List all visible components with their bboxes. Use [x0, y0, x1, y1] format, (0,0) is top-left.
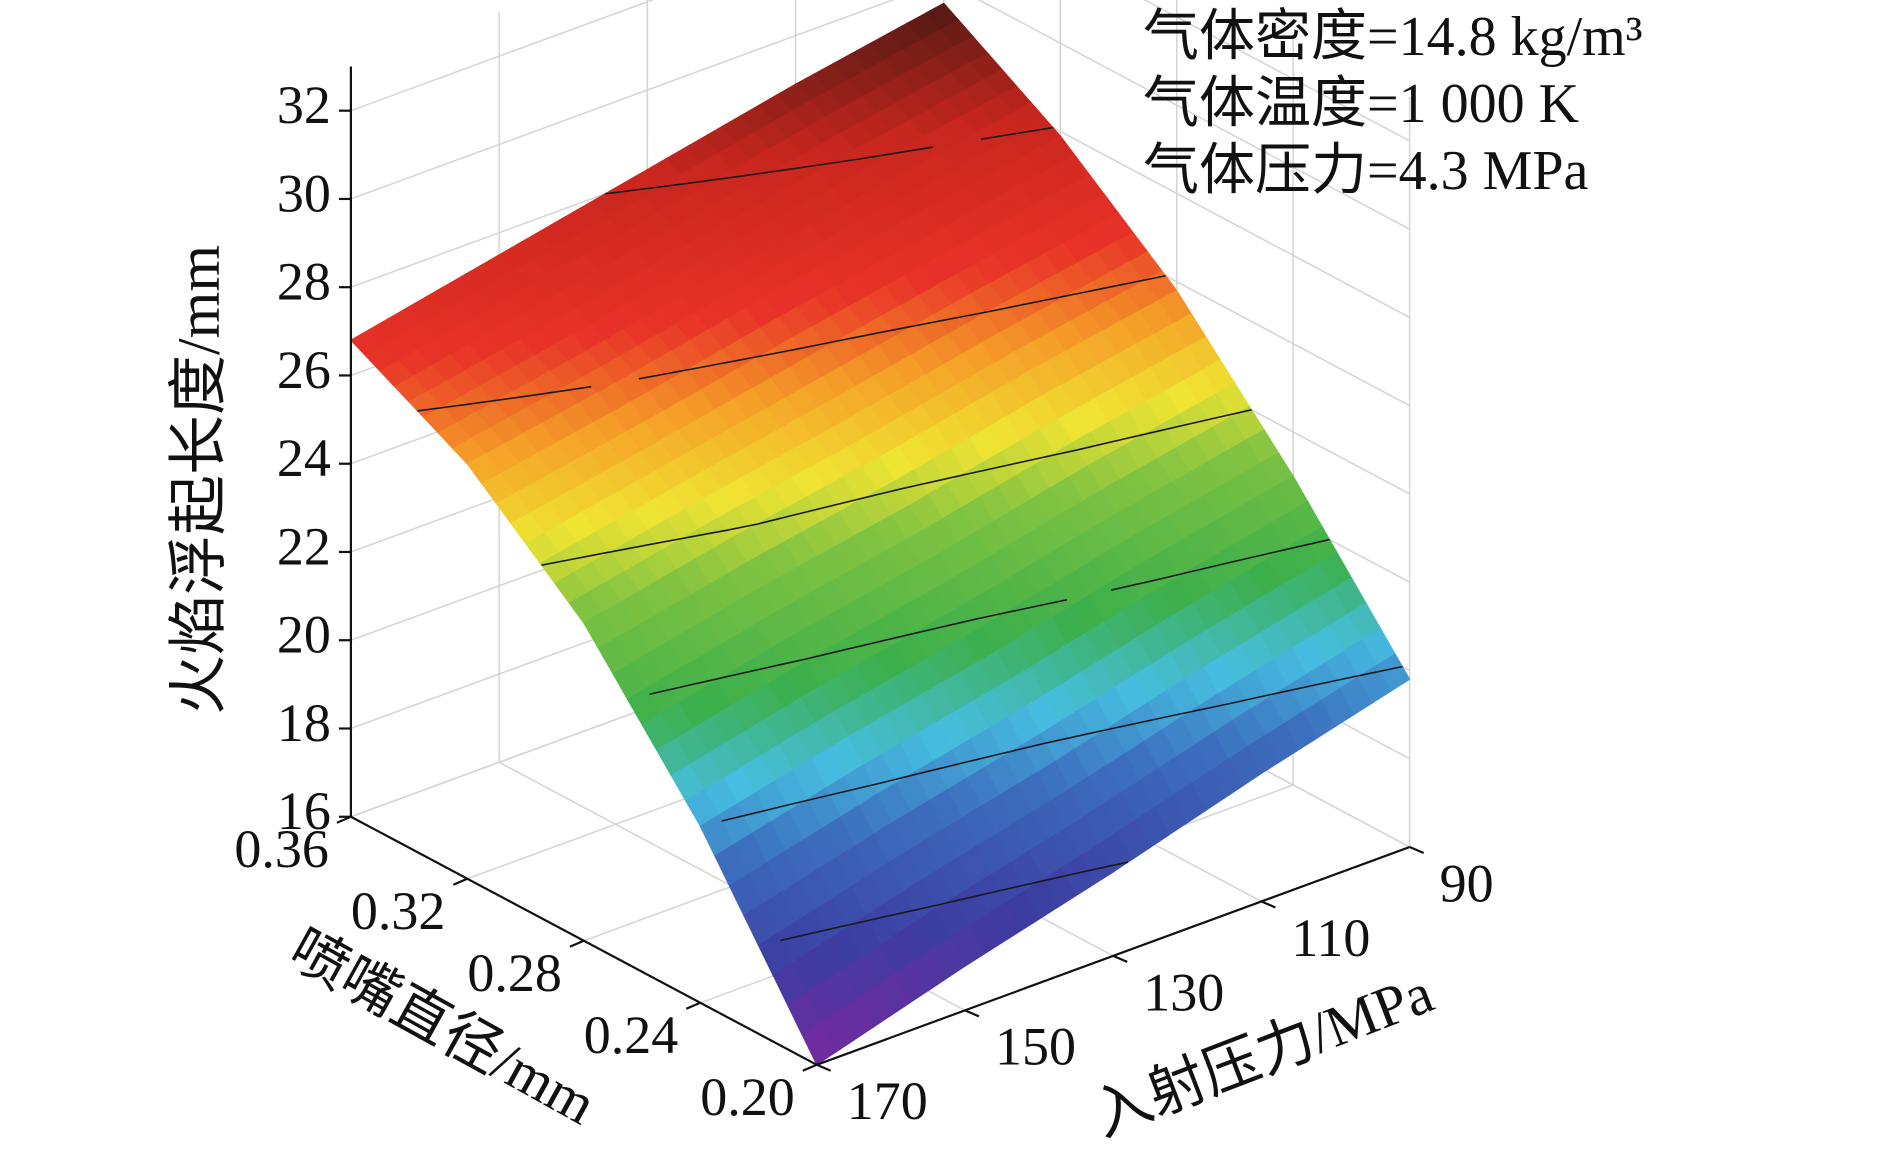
x-tick [569, 939, 585, 948]
y-tick-label: 90 [1440, 853, 1494, 913]
y-tick [1112, 954, 1128, 963]
y-tick-label: 170 [847, 1071, 928, 1131]
x-tick-label: 0.24 [584, 1005, 679, 1065]
contour-line [649, 538, 1330, 696]
axes: 16 18 20 22 24 26 28 30 32 0.20 0.24 0.28 0.32 0.36 90… [234, 66, 1494, 1131]
z-tick-label: 20 [277, 605, 331, 665]
x-tick-label: 0.36 [234, 819, 329, 879]
y-tick [816, 1063, 832, 1072]
z-tick-label: 24 [277, 428, 331, 488]
z-axis-label: 火焰浮起长度/mm [166, 245, 232, 715]
y-axis-label: 入射压力/MPa [1084, 960, 1441, 1149]
annotation: 气体温度=1 000 K [1143, 73, 1579, 135]
x-tick-label: 0.20 [700, 1067, 795, 1127]
x-tick [685, 1001, 701, 1010]
y-tick [1409, 845, 1425, 855]
annotation: 气体密度=14.8 kg/m³ [1143, 6, 1643, 68]
x-tick-label: 0.28 [467, 943, 562, 1003]
x-tick [336, 815, 352, 824]
y-tick-label: 110 [1291, 908, 1370, 968]
contour-line [541, 409, 1252, 566]
z-tick-label: 18 [277, 693, 331, 753]
contour-line [721, 665, 1403, 822]
z-tick-label: 26 [277, 340, 331, 400]
z-tick-label: 22 [277, 516, 331, 576]
contours [417, 126, 1403, 942]
y-tick-label: 150 [995, 1017, 1076, 1077]
y-tick [1260, 900, 1276, 909]
y-tick-label: 130 [1143, 962, 1224, 1022]
contour-line [780, 861, 1129, 942]
surface-patch [801, 1022, 836, 1066]
z-tick-label: 28 [277, 252, 331, 312]
z-tick-label: 30 [277, 163, 331, 223]
contour-line [604, 126, 1054, 195]
z-tick-label: 16 [277, 781, 331, 841]
annotation: 气体压力=4.3 MPa [1143, 140, 1589, 202]
x-tick-label: 0.32 [351, 881, 446, 941]
contour-line [417, 274, 1166, 412]
y-tick [964, 1009, 980, 1018]
x-tick [452, 877, 468, 886]
surface [350, 2, 1411, 1066]
x-tick [802, 1063, 818, 1072]
z-tick-label: 32 [277, 75, 331, 135]
